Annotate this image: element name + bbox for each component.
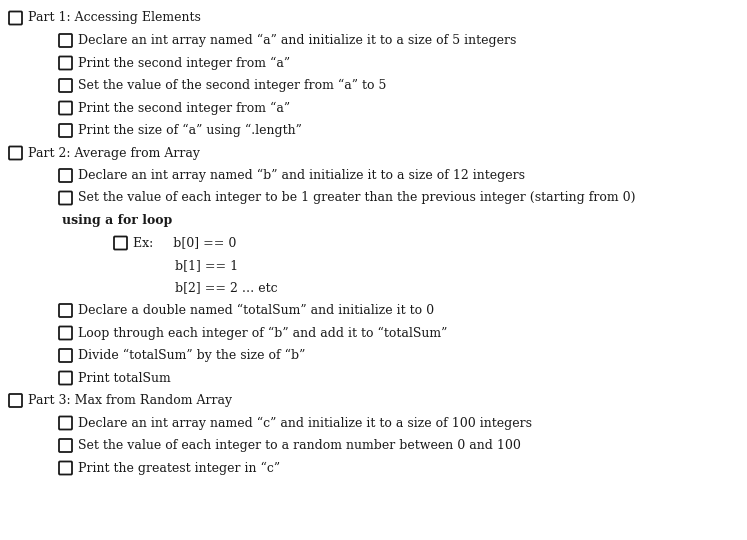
Text: Print the greatest integer in “c”: Print the greatest integer in “c” (78, 461, 280, 475)
FancyBboxPatch shape (9, 394, 22, 407)
Text: Declare a double named “totalSum” and initialize it to 0: Declare a double named “totalSum” and in… (78, 304, 434, 317)
Text: Print the size of “a” using “.length”: Print the size of “a” using “.length” (78, 124, 302, 137)
Text: Set the value of each integer to be 1 greater than the previous integer (startin: Set the value of each integer to be 1 gr… (78, 192, 636, 205)
FancyBboxPatch shape (59, 169, 72, 182)
Text: Part 3: Max from Random Array: Part 3: Max from Random Array (28, 394, 232, 407)
Text: b[2] == 2 … etc: b[2] == 2 … etc (175, 281, 278, 294)
FancyBboxPatch shape (59, 79, 72, 92)
Text: Part 1: Accessing Elements: Part 1: Accessing Elements (28, 11, 201, 24)
FancyBboxPatch shape (59, 416, 72, 429)
FancyBboxPatch shape (59, 327, 72, 340)
FancyBboxPatch shape (59, 462, 72, 475)
Text: Set the value of the second integer from “a” to 5: Set the value of the second integer from… (78, 79, 386, 92)
Text: Print the second integer from “a”: Print the second integer from “a” (78, 56, 290, 70)
FancyBboxPatch shape (59, 349, 72, 362)
FancyBboxPatch shape (9, 11, 22, 24)
Text: Declare an int array named “b” and initialize it to a size of 12 integers: Declare an int array named “b” and initi… (78, 169, 525, 182)
FancyBboxPatch shape (59, 102, 72, 114)
Text: Declare an int array named “a” and initialize it to a size of 5 integers: Declare an int array named “a” and initi… (78, 34, 516, 47)
Text: b[1] == 1: b[1] == 1 (175, 259, 238, 272)
FancyBboxPatch shape (59, 304, 72, 317)
FancyBboxPatch shape (59, 192, 72, 205)
FancyBboxPatch shape (59, 34, 72, 47)
FancyBboxPatch shape (59, 372, 72, 384)
Text: Set the value of each integer to a random number between 0 and 100: Set the value of each integer to a rando… (78, 439, 521, 452)
Text: Part 2: Average from Array: Part 2: Average from Array (28, 146, 200, 159)
FancyBboxPatch shape (59, 124, 72, 137)
Text: Loop through each integer of “b” and add it to “totalSum”: Loop through each integer of “b” and add… (78, 326, 447, 340)
Text: Ex:     b[0] == 0: Ex: b[0] == 0 (133, 237, 236, 249)
FancyBboxPatch shape (59, 57, 72, 70)
Text: Print the second integer from “a”: Print the second integer from “a” (78, 102, 290, 114)
FancyBboxPatch shape (114, 237, 127, 249)
Text: Divide “totalSum” by the size of “b”: Divide “totalSum” by the size of “b” (78, 349, 306, 362)
FancyBboxPatch shape (9, 146, 22, 159)
Text: Declare an int array named “c” and initialize it to a size of 100 integers: Declare an int array named “c” and initi… (78, 416, 532, 430)
FancyBboxPatch shape (59, 439, 72, 452)
Text: Print totalSum: Print totalSum (78, 372, 171, 384)
Text: using a for loop: using a for loop (62, 214, 173, 227)
